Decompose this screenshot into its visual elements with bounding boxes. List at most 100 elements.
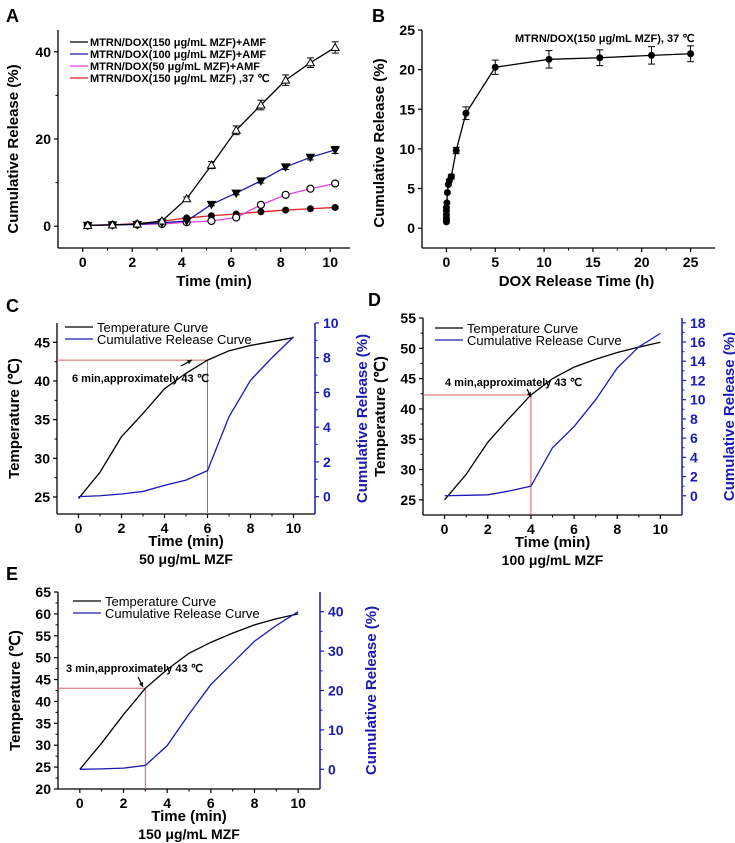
y-tick-label: 25 — [35, 759, 51, 775]
panel-subtitle: 150 μg/mL MZF — [138, 826, 240, 842]
y-tick-label: 45 — [34, 334, 50, 350]
data-point — [206, 160, 217, 169]
series-line — [444, 332, 661, 497]
y-tick-label: 35 — [35, 715, 51, 731]
panel-a: A 0 2 4 6 8 10 0 20 40 Time (min) Cumulative Releas… — [5, 6, 350, 290]
y2-tick-label: 12 — [690, 372, 706, 388]
y-tick-label: 40 — [35, 44, 51, 60]
x-tick-label: 6 — [570, 521, 578, 537]
y2-tick-label: 4 — [323, 419, 331, 435]
y2-axis-title: Cumulative Release (%) — [354, 334, 371, 503]
y-tick-label: 25 — [399, 22, 415, 38]
panel-b: B 0 5 10 15 20 25 0 5 10 15 20 25 DOX Release Time (h… — [371, 6, 715, 290]
data-point — [443, 189, 451, 197]
y-tick-label: 20 — [399, 62, 415, 78]
annotation: MTRN/DOX(150 μg/mL MZF), 37 ℃ — [515, 33, 695, 45]
x-tick-label: 4 — [178, 254, 186, 270]
y-axis-title: Temperature (℃) — [372, 356, 389, 477]
y-tick-label: 25 — [34, 489, 50, 505]
x-tick-label: 2 — [118, 520, 126, 536]
y2-tick-label: 4 — [690, 449, 698, 465]
annotation: 3 min,approximately 43 ℃ — [66, 663, 203, 675]
data-point — [232, 213, 241, 222]
legend-label: Temperature Curve — [105, 594, 216, 609]
y2-tick-label: 14 — [690, 353, 706, 369]
x-tick-label: 6 — [207, 795, 215, 811]
x-tick-label: 8 — [277, 254, 285, 270]
series-line — [79, 613, 299, 770]
legend-label: MTRN/DOX(100 μg/mL MZF)+AMF — [90, 49, 266, 61]
y-tick-label: 15 — [399, 101, 415, 117]
series-line — [444, 341, 661, 501]
panel-label: C — [6, 296, 19, 316]
data-point — [306, 184, 315, 193]
y-tick-label: 60 — [35, 606, 51, 622]
data-point — [462, 109, 470, 117]
x-tick-label: 10 — [286, 520, 302, 536]
x-tick-label: 2 — [484, 521, 492, 537]
x-axis-title: Time (min) — [176, 273, 252, 290]
y2-tick-label: 2 — [323, 454, 331, 470]
data-point — [305, 153, 316, 163]
data-point — [181, 217, 192, 226]
series — [82, 41, 341, 229]
y-axis-title: Temperature (℃) — [6, 358, 23, 479]
data-point — [687, 50, 695, 58]
y2-tick-label: 30 — [328, 643, 344, 659]
x-tick-label: 5 — [491, 254, 499, 270]
legend-label: Temperature Curve — [97, 320, 208, 335]
data-point — [207, 216, 216, 226]
y-tick-label: 45 — [35, 672, 51, 688]
y-tick-label: 5 — [407, 181, 415, 197]
annotation: 6 min,approximately 43 ℃ — [72, 373, 209, 385]
y-tick-label: 55 — [35, 628, 51, 644]
y2-axis-title: Cumulative Release (%) — [363, 606, 380, 775]
x-tick-label: 6 — [227, 254, 235, 270]
data-point — [545, 55, 553, 63]
x-tick-label: 0 — [441, 521, 449, 537]
data-point — [107, 219, 118, 229]
x-tick-label: 15 — [585, 254, 601, 270]
y-tick-label: 50 — [35, 650, 51, 666]
y2-tick-label: 6 — [323, 384, 331, 400]
panel-c: C 0 2 4 6 8 10 25 30 35 40 45 0 2 4 6 8 10 Time (min)50 μg… — [6, 296, 371, 567]
legend-label: MTRN/DOX(150 μg/mL MZF)+AMF — [90, 37, 266, 49]
y-tick-label: 0 — [43, 218, 51, 234]
series-line — [78, 336, 294, 498]
data-point — [231, 189, 242, 199]
y-tick-label: 10 — [399, 141, 415, 157]
series-line — [77, 337, 294, 499]
y-tick-label: 45 — [400, 371, 416, 387]
y-tick-label: 40 — [34, 373, 50, 389]
y-axis-title: Cumulative Release (%) — [5, 64, 22, 233]
x-tick-label: 25 — [683, 254, 699, 270]
arrow-head — [527, 392, 531, 397]
y-tick-label: 30 — [35, 737, 51, 753]
y-tick-label: 20 — [35, 781, 51, 797]
data-point — [256, 177, 266, 186]
y-axis-title: Cumulative Release (%) — [371, 58, 388, 227]
y-axis-title: Temperature (℃) — [7, 630, 24, 751]
x-tick-label: 10 — [536, 254, 552, 270]
annotation: 4 min,approximately 43 ℃ — [445, 377, 582, 389]
x-tick-label: 0 — [75, 520, 83, 536]
arrow-head — [187, 360, 192, 365]
x-tick-label: 10 — [290, 795, 306, 811]
x-tick-label: 10 — [322, 254, 338, 270]
x-tick-label: 4 — [161, 520, 169, 536]
data-point — [330, 146, 341, 155]
data-point — [452, 146, 460, 154]
y2-tick-label: 10 — [328, 722, 344, 738]
panel-subtitle: 50 μg/mL MZF — [139, 551, 233, 567]
data-point — [282, 206, 290, 214]
x-tick-label: 2 — [120, 795, 128, 811]
x-tick-label: 0 — [79, 254, 87, 270]
data-point — [491, 63, 499, 71]
x-tick-label: 2 — [128, 254, 136, 270]
data-point — [281, 190, 290, 199]
data-point — [256, 200, 266, 209]
y2-tick-label: 2 — [690, 469, 698, 485]
legend-label: Cumulative Release Curve — [467, 333, 622, 348]
x-axis-title: Time (min) — [151, 808, 227, 825]
